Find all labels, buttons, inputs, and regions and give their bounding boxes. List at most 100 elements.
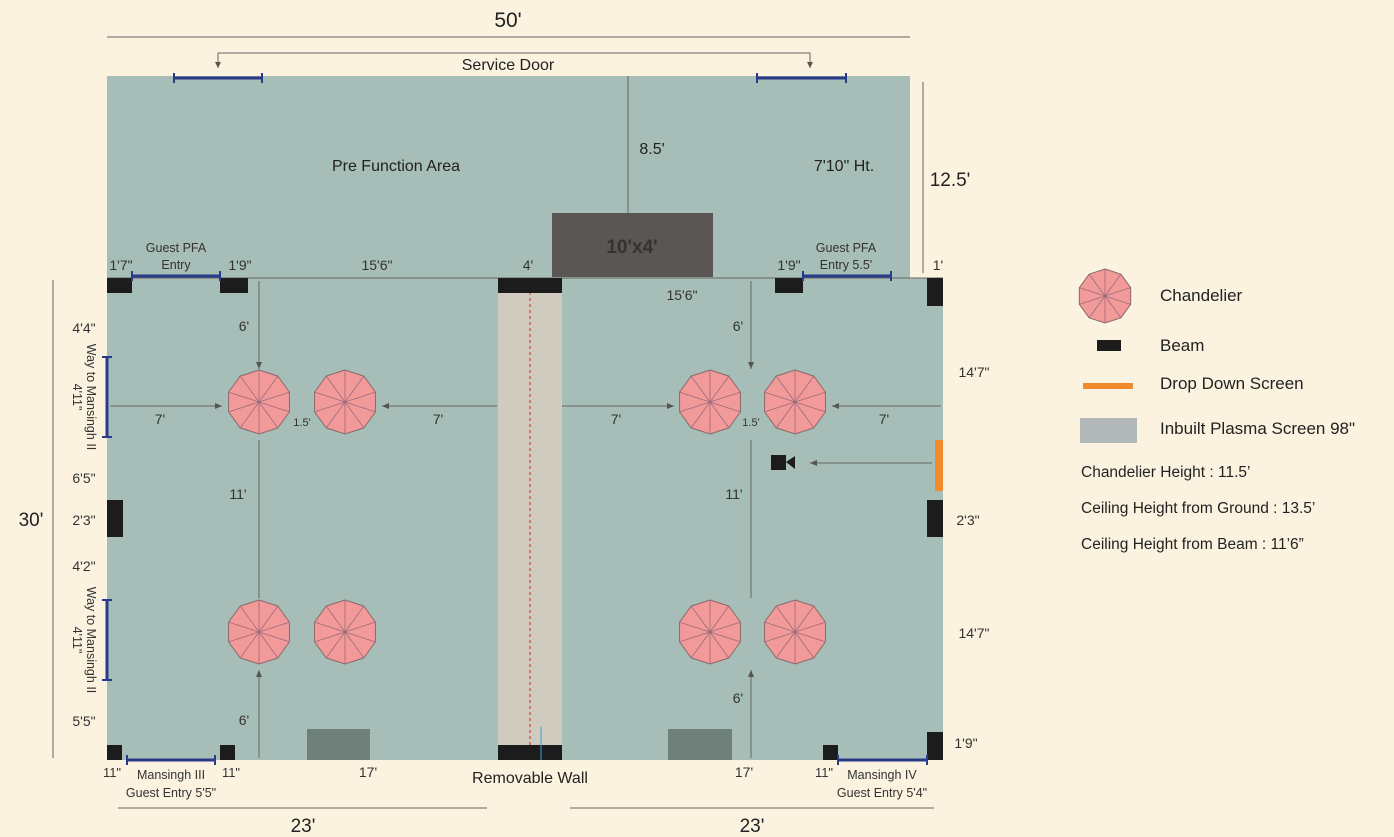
dim-label: 7' bbox=[155, 411, 165, 427]
dim-label: 11" bbox=[103, 765, 121, 780]
chandelier-icon bbox=[764, 369, 826, 435]
ceiling-height-beam-note: Ceiling Height from Beam : 11’6” bbox=[1081, 536, 1304, 553]
removable-wall bbox=[498, 278, 562, 760]
dim-label: 11' bbox=[229, 486, 246, 502]
bottom-left-width-label: 23' bbox=[291, 816, 316, 837]
mansingh-iii-line2: Guest Entry 5'5" bbox=[126, 786, 216, 800]
legend-beam-label: Beam bbox=[1160, 336, 1205, 355]
way-to-mansingh-top-line2: 4'11" bbox=[70, 384, 84, 411]
pfa-side-label: 12.5' bbox=[930, 170, 971, 191]
dim-label: 6' bbox=[733, 690, 743, 706]
legend-plasma-screen-label: Inbuilt Plasma Screen 98" bbox=[1160, 419, 1356, 438]
dim-label: 7' bbox=[879, 411, 889, 427]
chandelier-icon bbox=[1078, 268, 1132, 324]
chandelier-icon bbox=[679, 369, 741, 435]
dim-label: 6' bbox=[239, 318, 249, 334]
beam bbox=[107, 745, 122, 760]
legend-plasma-screen: Inbuilt Plasma Screen 98" bbox=[1075, 414, 1385, 464]
legend-drop-down-screen: Drop Down Screen bbox=[1075, 374, 1385, 414]
beam bbox=[927, 278, 943, 306]
guest-pfa-left-line2: Entry bbox=[161, 258, 191, 272]
floor-plan: 10'x4' bbox=[19, 9, 990, 837]
doors bbox=[105, 76, 927, 762]
beam bbox=[927, 732, 943, 760]
dim-label: 4'2" bbox=[72, 558, 95, 574]
removable-wall-label: Removable Wall bbox=[472, 770, 588, 787]
chandelier-icon bbox=[764, 599, 826, 665]
chandelier-icon bbox=[1078, 268, 1132, 324]
mansingh-iv-line2: Guest Entry 5'4" bbox=[837, 786, 927, 800]
dim-label: 1'9" bbox=[777, 257, 800, 273]
beam bbox=[498, 278, 562, 293]
dim-label: 1.5' bbox=[742, 417, 759, 429]
dim-label: 15'6" bbox=[361, 257, 392, 273]
dim-label: 11" bbox=[222, 765, 240, 780]
ceiling-height-ground-note: Ceiling Height from Ground : 13.5’ bbox=[1081, 500, 1316, 517]
plasma-screen bbox=[668, 729, 732, 760]
dim-label: 14'7" bbox=[958, 364, 989, 380]
dim-label: 2'3" bbox=[72, 512, 95, 528]
drop-down-screen-icon bbox=[1083, 383, 1133, 389]
way-to-mansingh-bottom-line2: 4'11" bbox=[70, 627, 84, 654]
chandelier-icon bbox=[314, 369, 376, 435]
dim-label: 17' bbox=[735, 764, 753, 780]
guest-pfa-right-line1: Guest PFA bbox=[816, 241, 877, 255]
dim-label: 4' bbox=[523, 257, 533, 273]
beam bbox=[220, 745, 235, 760]
mansingh-iii-line1: Mansingh III bbox=[137, 768, 205, 782]
beam bbox=[220, 278, 248, 293]
beam bbox=[107, 278, 132, 293]
way-to-mansingh-top-line1: Way to Mansingh II bbox=[84, 344, 98, 451]
legend-drop-down-screen-label: Drop Down Screen bbox=[1160, 374, 1304, 393]
beam-icon bbox=[1097, 340, 1121, 351]
pre-function-area-label: Pre Function Area bbox=[332, 158, 460, 175]
chandelier-icon bbox=[228, 369, 290, 435]
dim-label: 5'5" bbox=[72, 713, 95, 729]
dim-label: 6'5" bbox=[72, 470, 95, 486]
bottom-right-width-label: 23' bbox=[740, 816, 765, 837]
chandelier-icon bbox=[314, 599, 376, 665]
left-height-label: 30' bbox=[19, 510, 44, 531]
dimension-lines bbox=[52, 36, 941, 809]
plasma-screen bbox=[307, 729, 370, 760]
guest-pfa-left-line1: Guest PFA bbox=[146, 241, 207, 255]
dim-label: 4'4" bbox=[72, 320, 95, 336]
legend-chandelier: Chandelier bbox=[1075, 268, 1385, 328]
top-width-label: 50' bbox=[494, 9, 521, 32]
dim-label: 1'9" bbox=[954, 735, 977, 751]
ballroom-left bbox=[107, 278, 498, 760]
camera-icon bbox=[771, 455, 795, 470]
mansingh-iv-line1: Mansingh IV bbox=[847, 768, 917, 782]
guest-pfa-right-line2: Entry 5.5' bbox=[820, 258, 872, 272]
chandelier-height-note: Chandelier Height : 11.5’ bbox=[1081, 464, 1251, 481]
dim-label: 6' bbox=[733, 318, 743, 334]
dim-label: 11" bbox=[815, 765, 833, 780]
beam bbox=[775, 278, 803, 293]
dim-label: 1' bbox=[933, 257, 943, 273]
chandeliers bbox=[228, 369, 826, 665]
beam bbox=[823, 745, 838, 760]
way-to-mansingh-bottom-line1: Way to Mansingh II bbox=[84, 587, 98, 694]
pre-function-area bbox=[107, 76, 910, 278]
dim-label: 17' bbox=[359, 764, 377, 780]
dim-label: 1'7" bbox=[109, 257, 132, 273]
dim-label: 6' bbox=[239, 712, 249, 728]
plasma-screen-icon bbox=[1080, 418, 1137, 443]
dim-label: 11' bbox=[725, 486, 742, 502]
dim-label: 1.5' bbox=[293, 417, 310, 429]
chandelier-icon bbox=[679, 599, 741, 665]
pfa-depth-label: 8.5' bbox=[639, 141, 664, 158]
dim-label: 7' bbox=[433, 411, 443, 427]
dim-label: 7' bbox=[611, 411, 621, 427]
dim-label: 15'6" bbox=[666, 287, 697, 303]
beam bbox=[498, 745, 562, 760]
beam bbox=[107, 500, 123, 537]
service-door-label: Service Door bbox=[462, 57, 555, 74]
dim-label: 2'3" bbox=[956, 512, 979, 528]
legend-chandelier-label: Chandelier bbox=[1160, 286, 1243, 305]
drop-down-screen bbox=[935, 440, 943, 491]
legend: Chandelier Beam Drop Down Screen Inbuilt… bbox=[1075, 268, 1385, 572]
chandelier-icon bbox=[228, 599, 290, 665]
ballroom-right bbox=[562, 278, 943, 760]
dim-label: 14'7" bbox=[958, 625, 989, 641]
